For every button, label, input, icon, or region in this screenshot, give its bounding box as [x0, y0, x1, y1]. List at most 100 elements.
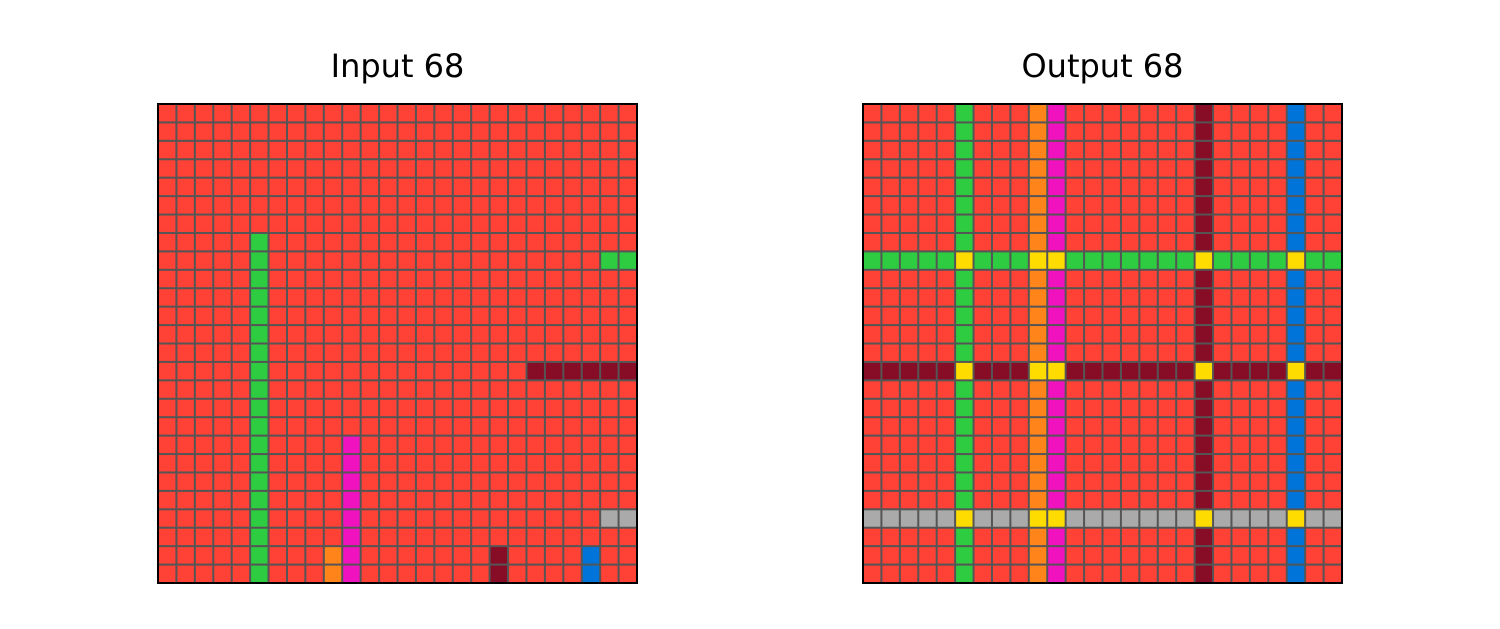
grid-cell [1011, 547, 1028, 564]
grid-cell [1269, 105, 1286, 122]
grid-cell [1232, 547, 1249, 564]
grid-cell [1232, 197, 1249, 214]
grid-cell [453, 381, 471, 398]
grid-cell [1269, 399, 1286, 417]
grid-cell [1195, 215, 1213, 232]
grid-cell [992, 362, 1010, 380]
grid-cell [490, 418, 508, 435]
input-title: Input 68 [330, 47, 465, 85]
grid-cell [306, 528, 323, 546]
grid-cell [1140, 105, 1157, 122]
grid-cell [287, 362, 305, 380]
grid-cell [324, 381, 342, 398]
grid-cell [159, 547, 176, 564]
grid-cell [1287, 344, 1305, 361]
grid-cell [287, 252, 305, 269]
grid-cell [992, 326, 1010, 343]
grid-cell [177, 547, 194, 564]
grid-cell [1085, 307, 1102, 325]
grid-cell [490, 252, 508, 269]
grid-cell [919, 160, 936, 177]
grid-cell [1029, 307, 1047, 325]
grid-cell [306, 178, 323, 196]
grid-cell [1158, 547, 1176, 564]
grid-cell [435, 547, 452, 564]
grid-cell [232, 399, 250, 417]
grid-cell [1306, 105, 1323, 122]
grid-cell [195, 123, 213, 140]
grid-cell [1158, 565, 1176, 582]
grid-cell [956, 547, 973, 564]
grid-cell [864, 105, 881, 122]
grid-cell [361, 491, 379, 509]
grid-cell [1324, 123, 1341, 140]
grid-cell [564, 123, 581, 140]
grid-cell [324, 326, 342, 343]
grid-cell [453, 141, 471, 159]
grid-cell [1250, 123, 1268, 140]
grid-cell [1287, 399, 1305, 417]
grid-cell [992, 307, 1010, 325]
grid-cell [1011, 344, 1028, 361]
grid-cell [398, 547, 415, 564]
grid-cell [177, 418, 194, 435]
grid-cell [177, 307, 194, 325]
grid-cell [1011, 473, 1028, 490]
grid-cell [601, 270, 618, 288]
grid-cell [232, 381, 250, 398]
grid-cell [177, 399, 194, 417]
grid-cell [232, 491, 250, 509]
grid-cell [1029, 491, 1047, 509]
grid-cell [937, 252, 955, 269]
grid-cell [472, 344, 489, 361]
grid-cell [361, 344, 379, 361]
grid-cell [232, 418, 250, 435]
grid-cell [864, 381, 881, 398]
grid-cell [1103, 362, 1120, 380]
grid-cell [214, 289, 231, 306]
grid-cell [564, 399, 581, 417]
grid-cell [232, 455, 250, 472]
grid-cell [882, 105, 899, 122]
grid-cell [1158, 215, 1176, 232]
grid-cell [882, 307, 899, 325]
grid-cell [435, 141, 452, 159]
grid-cell [343, 307, 360, 325]
grid-cell [177, 473, 194, 490]
grid-cell [1140, 473, 1157, 490]
grid-cell [1214, 547, 1231, 564]
grid-cell [380, 197, 397, 214]
grid-cell [490, 215, 508, 232]
grid-cell [232, 326, 250, 343]
grid-cell [974, 344, 991, 361]
grid-cell [1029, 197, 1047, 214]
grid-cell [974, 326, 991, 343]
grid-cell [1195, 105, 1213, 122]
grid-cell [619, 455, 636, 472]
grid-cell [937, 344, 955, 361]
grid-cell [601, 123, 618, 140]
grid-cell [1158, 178, 1176, 196]
grid-cell [1085, 418, 1102, 435]
grid-cell [287, 326, 305, 343]
grid-cell [159, 233, 176, 251]
grid-cell [509, 289, 526, 306]
grid-cell [974, 233, 991, 251]
grid-cell [1287, 141, 1305, 159]
grid-cell [1011, 215, 1028, 232]
grid-cell [435, 233, 452, 251]
grid-cell [582, 123, 600, 140]
grid-cell [251, 565, 268, 582]
grid-cell [1029, 362, 1047, 380]
grid-cell [1140, 160, 1157, 177]
grid-cell [564, 215, 581, 232]
grid-cell [619, 528, 636, 546]
grid-cell [343, 178, 360, 196]
grid-cell [1103, 510, 1120, 527]
grid-cell [1085, 123, 1102, 140]
grid-cell [1048, 418, 1065, 435]
grid-cell [900, 307, 918, 325]
grid-cell [177, 178, 194, 196]
grid-cell [974, 270, 991, 288]
grid-cell [232, 123, 250, 140]
